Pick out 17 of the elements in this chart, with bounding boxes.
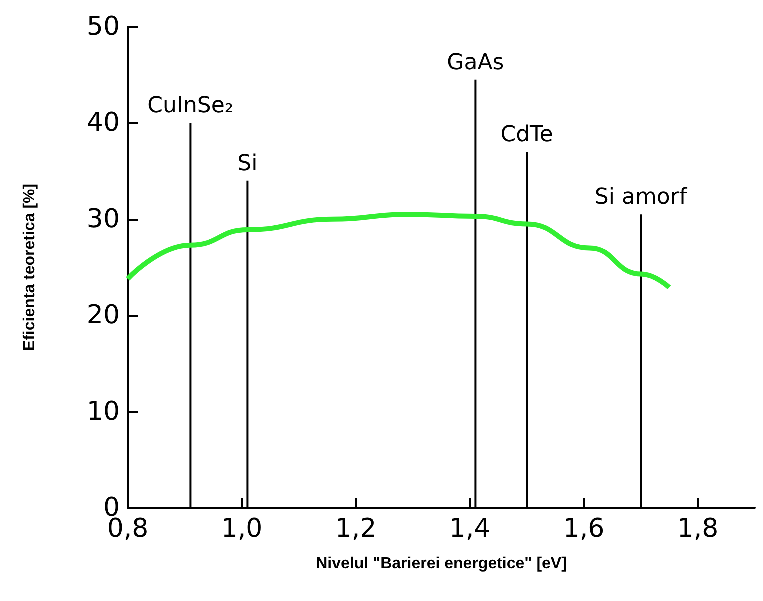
y-tick-label: 20: [86, 300, 120, 331]
annotation: Si amorf: [594, 185, 688, 210]
annotation: GaAs: [447, 50, 504, 76]
y-tick-label: 50: [86, 12, 120, 42]
x-tick-label: 1,4: [449, 514, 491, 544]
annotation: CdTe: [500, 122, 554, 148]
y-tick-label: 10: [86, 396, 120, 427]
x-tick-label: 1,8: [677, 514, 719, 544]
x-tick-label: 1,6: [563, 514, 605, 544]
annotation: CuInSe₂: [148, 94, 234, 119]
y-tick-label: 40: [86, 108, 120, 138]
x-axis-title: Nivelul "Barierei energetice" [eV]: [316, 556, 567, 572]
x-tick-label: 1,0: [221, 514, 263, 544]
annotation: Si: [238, 151, 258, 176]
y-tick-label: 30: [86, 204, 120, 234]
x-tick-label: 1,2: [335, 514, 377, 544]
y-axis-title: Eficienta teoretica [%]: [22, 184, 38, 352]
